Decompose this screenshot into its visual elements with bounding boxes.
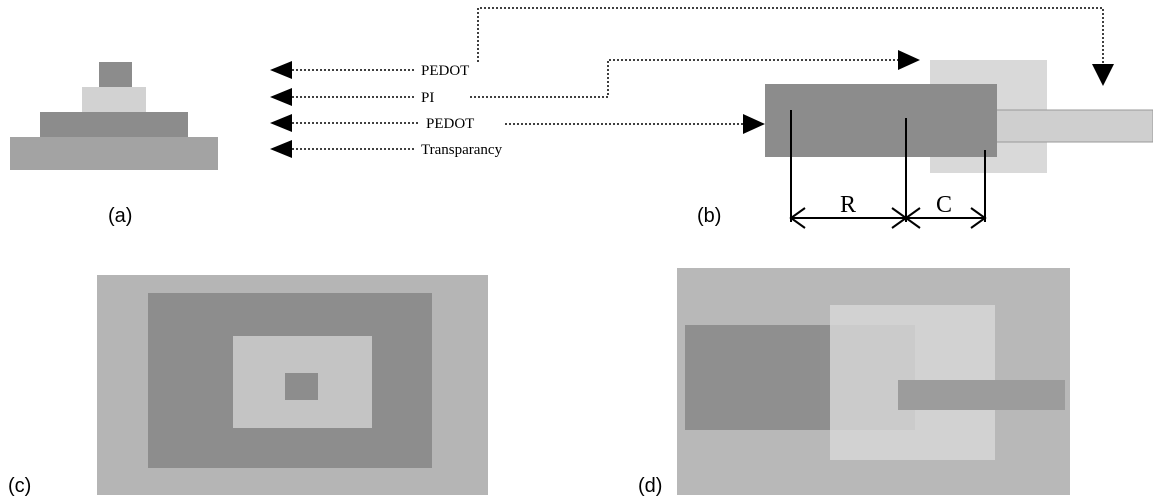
dimension-label: R	[840, 192, 856, 218]
panel-label: (a)	[108, 205, 132, 227]
layer-label: PEDOT	[426, 116, 474, 132]
layer-stack	[10, 62, 218, 170]
layer-arrows	[270, 61, 420, 158]
figure: PEDOT PI PEDOT Transparancy R C	[0, 0, 1153, 500]
photo-c	[97, 275, 488, 495]
dimension-label: C	[936, 192, 952, 218]
panel-label: (d)	[638, 475, 662, 497]
panel-label: (c)	[8, 475, 31, 497]
layer-label: PI	[421, 90, 434, 106]
photo-d	[677, 268, 1070, 495]
layer-label: Transparancy	[421, 142, 503, 158]
layer-label: PEDOT	[421, 63, 469, 79]
device	[765, 60, 1153, 228]
panel-label: (b)	[697, 205, 721, 227]
